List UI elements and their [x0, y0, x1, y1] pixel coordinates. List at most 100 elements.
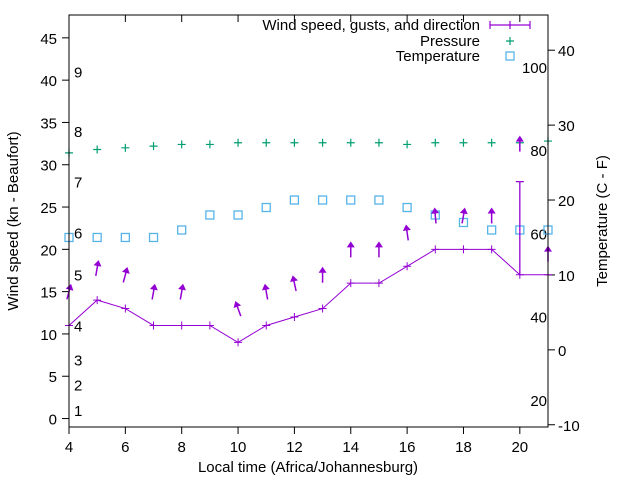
legend: Wind speed, gusts, and direction Pressur… [262, 17, 531, 65]
temperature-point [486, 225, 497, 235]
arrow-head [178, 283, 186, 291]
wind-direction-arrow [122, 266, 130, 283]
fahrenheit-label: 20 [530, 393, 547, 410]
plot-border [68, 14, 549, 428]
temperature-point [402, 202, 412, 213]
temperature-point [120, 232, 131, 243]
pressure-point [374, 138, 383, 147]
temperature-point [148, 232, 159, 243]
y2-tick-label: 20 [558, 193, 575, 210]
wind-direction-arrow [93, 260, 102, 276]
pressure-point [487, 138, 496, 147]
y-tick-label: 30 [40, 158, 57, 175]
temperature-point [346, 195, 356, 205]
arrow-head [233, 301, 242, 309]
wind-speed-line [68, 248, 548, 343]
beaufort-label: 8 [74, 124, 82, 141]
wind-direction-arrow [402, 224, 411, 241]
beaufort-label: 4 [74, 318, 82, 335]
legend-label-wind: Wind speed, gusts, and direction [262, 17, 480, 34]
x-tick-label: 14 [342, 439, 359, 456]
arrow-head [93, 260, 102, 267]
y-tick-label: 20 [40, 242, 57, 259]
beaufort-label: 1 [74, 403, 82, 420]
y2-tick-label: -10 [558, 418, 580, 435]
legend-label-pressure: Pressure [420, 33, 480, 50]
y-tick-label: 15 [40, 285, 57, 302]
y-tick-label: 25 [40, 200, 57, 217]
x-tick-label: 18 [455, 439, 472, 456]
y-tick-label: 0 [49, 412, 57, 429]
legend-sample-wind [489, 21, 531, 29]
legend-label-temperature: Temperature [396, 48, 480, 65]
x-tick-label: 6 [121, 439, 129, 456]
legend-sample-temperature [505, 51, 515, 61]
x-axis-label: Local time (Africa/Johannesburg) [198, 459, 418, 476]
wind-speed-point [431, 245, 440, 254]
wind-speed-point [459, 245, 468, 254]
beaufort-label: 5 [74, 268, 82, 285]
arrow-head [374, 241, 383, 248]
y-tick-label: 5 [49, 369, 57, 386]
arrow-head [402, 224, 411, 231]
arrow-head [515, 135, 524, 142]
wind-direction-arrow [233, 301, 242, 317]
y2-axis-label: Temperature (C - F) [594, 155, 611, 287]
temperature-point [177, 225, 187, 235]
beaufort-label: 6 [74, 225, 82, 242]
arrow-head [487, 207, 496, 214]
wind-direction-arrow [290, 275, 298, 292]
wind-speed-point [121, 304, 130, 313]
y2-tick-label: 40 [558, 43, 575, 60]
wind-direction-arrow [261, 283, 270, 300]
pressure-point [234, 138, 243, 147]
pressure-point [205, 140, 214, 149]
wind-direction-arrow [515, 135, 524, 152]
wind-speed-point [318, 304, 327, 313]
wind-speed-point [374, 279, 383, 288]
pressure-point [431, 138, 440, 147]
pressure-point [346, 138, 355, 147]
wind-direction-arrow [431, 207, 440, 224]
wind-speed-point [487, 245, 496, 254]
arrow-head [261, 283, 270, 291]
arrow-head [431, 207, 440, 214]
beaufort-label: 7 [74, 175, 82, 192]
wind-speed-point [205, 321, 214, 330]
wind-direction-arrow [318, 266, 327, 283]
pressure-point [177, 140, 186, 149]
pressure-point [262, 138, 271, 147]
pressure-point [290, 138, 299, 147]
pressure-point [459, 138, 468, 147]
legend-sample-pressure [506, 37, 514, 45]
wind-direction-arrow [346, 241, 355, 258]
wind-speed-point [177, 321, 186, 330]
x-tick-label: 10 [230, 439, 247, 456]
y2-tick-label: 10 [558, 268, 575, 285]
y-tick-label: 40 [40, 73, 57, 90]
gust-errorbar [515, 181, 524, 275]
arrow-head [318, 266, 327, 273]
fahrenheit-label: 100 [522, 60, 547, 77]
wind-speed-point [234, 338, 243, 347]
y-tick-label: 35 [40, 115, 57, 132]
x-tick-label: 16 [399, 439, 416, 456]
pressure-point [403, 140, 412, 149]
wind-direction-arrow [487, 207, 496, 224]
wind-speed-point [346, 279, 355, 288]
wind-speed-point [149, 321, 158, 330]
y2-tick-label: 30 [558, 118, 575, 135]
wind-direction-arrow [178, 283, 186, 300]
temperature-point [92, 232, 102, 243]
arrow-head [459, 207, 468, 215]
beaufort-label: 9 [74, 65, 82, 82]
temperature-point [261, 202, 271, 213]
pressure-point [121, 143, 130, 152]
wind-direction-arrow [149, 283, 158, 300]
arrow-head [149, 283, 158, 291]
x-tick-label: 12 [286, 439, 303, 456]
arrow-head [65, 283, 74, 291]
temperature-point [233, 210, 243, 220]
arrow-head [122, 266, 130, 274]
